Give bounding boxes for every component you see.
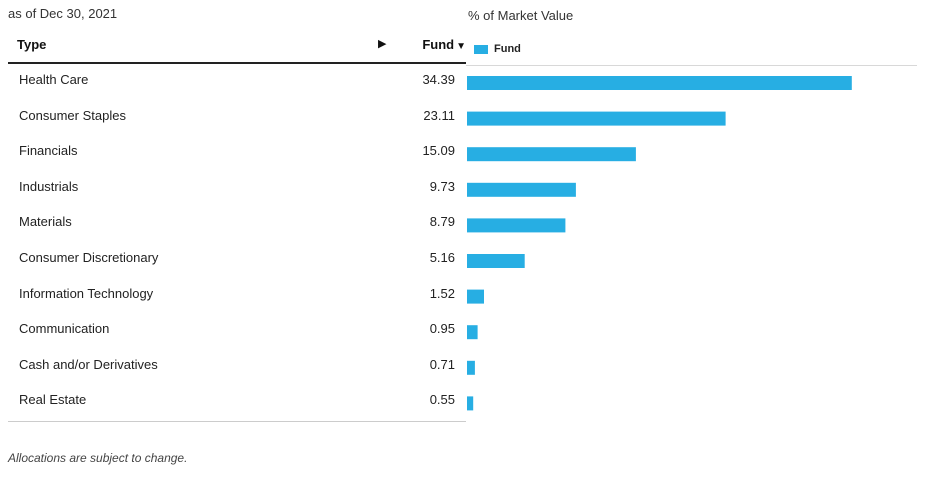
bar-materials — [467, 218, 566, 233]
row-fund-value: 15.09 — [422, 143, 455, 159]
table-bottom-divider — [8, 421, 466, 422]
bar-communication — [467, 325, 478, 340]
row-fund-value: 34.39 — [422, 72, 455, 87]
table-row: Real Estate 0.55 — [8, 385, 466, 421]
chart-heading: % of Market Value — [468, 8, 574, 23]
right-triangle-icon[interactable]: ▶ — [378, 38, 387, 50]
table-row: Materials 8.79 — [8, 207, 466, 243]
bar-consumer-discretionary — [467, 254, 525, 268]
row-type-label: Materials — [19, 214, 72, 230]
row-fund-value: 1.52 — [429, 285, 455, 301]
row-fund-value: 0.55 — [429, 392, 455, 408]
row-type-label: Real Estate — [19, 392, 87, 408]
row-fund-value: 23.11 — [423, 107, 455, 123]
table-row: Communication 0.95 — [8, 314, 466, 350]
as-of-date: as of Dec 30, 2021 — [8, 6, 118, 21]
table-row: Financials 15.09 — [8, 136, 466, 172]
chart-top-divider — [466, 65, 917, 66]
legend-swatch — [474, 44, 488, 54]
bar-health-care — [467, 76, 852, 90]
row-fund-value: 9.73 — [429, 178, 455, 194]
row-type-label: Consumer Discretionary — [19, 249, 159, 265]
row-fund-value: 0.71 — [429, 356, 455, 372]
row-type-label: Information Technology — [19, 285, 154, 301]
row-fund-value: 0.95 — [429, 321, 455, 337]
table-row: Health Care 34.39 — [8, 65, 466, 101]
table-header: Type ▶ Fund ▼ — [8, 32, 466, 64]
table-row: Information Technology 1.52 — [8, 279, 466, 315]
bar-financials — [467, 147, 636, 162]
row-type-label: Cash and/or Derivatives — [19, 356, 158, 372]
bar-cash-and-or-derivatives — [467, 360, 475, 375]
table-row: Cash and/or Derivatives 0.71 — [8, 350, 466, 386]
row-type-label: Consumer Staples — [19, 107, 126, 123]
chart-legend: Fund — [474, 43, 521, 55]
row-type-label: Health Care — [19, 72, 89, 87]
footnote: Allocations are subject to change. — [8, 451, 188, 465]
column-header-fund[interactable]: Fund ▼ — [422, 37, 466, 52]
column-header-type[interactable]: Type — [17, 37, 47, 52]
table-row: Consumer Discretionary 5.16 — [8, 243, 466, 279]
bar-industrials — [467, 182, 576, 197]
legend-label: Fund — [494, 43, 521, 55]
column-header-fund-label: Fund — [422, 37, 455, 52]
bar-consumer-staples — [467, 111, 726, 126]
down-triangle-icon: ▼ — [456, 41, 466, 52]
row-fund-value: 8.79 — [429, 214, 455, 230]
row-fund-value: 5.16 — [429, 249, 455, 265]
row-type-label: Communication — [19, 321, 110, 337]
bar-information-technology — [467, 289, 484, 304]
row-type-label: Industrials — [19, 178, 79, 194]
table-row: Industrials 9.73 — [8, 172, 466, 208]
table-row: Consumer Staples 23.11 — [8, 101, 466, 137]
bar-real-estate — [467, 396, 474, 411]
holdings-table-body: Health Care 34.39 Consumer Staples 23.11 Fin… — [8, 65, 466, 421]
row-type-label: Financials — [19, 143, 78, 159]
